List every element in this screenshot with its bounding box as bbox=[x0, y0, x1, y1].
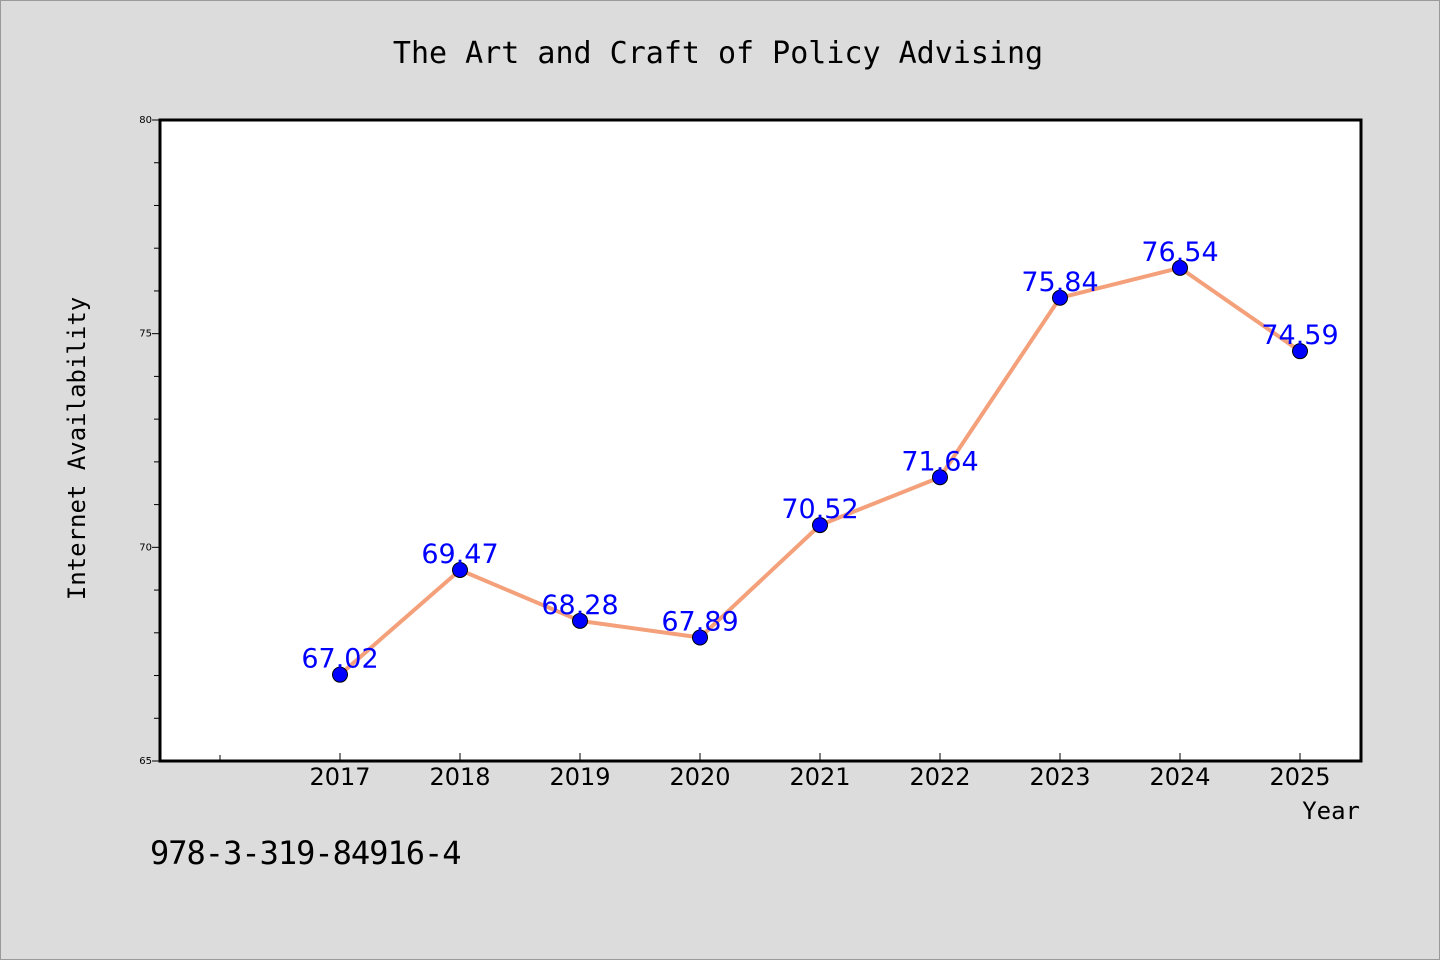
data-label: 75.84 bbox=[1021, 267, 1098, 298]
data-label: 71.64 bbox=[901, 446, 978, 477]
x-tick-label: 2022 bbox=[909, 763, 970, 791]
isbn-text: 978-3-319-84916-4 bbox=[150, 834, 462, 872]
data-point-marker bbox=[932, 469, 948, 486]
data-label: 67.89 bbox=[661, 607, 738, 638]
plot-area bbox=[158, 118, 1363, 763]
x-tick-label: 2024 bbox=[1149, 763, 1210, 791]
chart-title: The Art and Craft of Policy Advising bbox=[393, 36, 1043, 71]
y-axis-title: Internet Availability bbox=[63, 297, 91, 600]
x-tick-label: 2025 bbox=[1269, 763, 1330, 791]
data-point-marker bbox=[692, 629, 708, 646]
data-point-marker bbox=[332, 666, 348, 683]
data-point-marker bbox=[1172, 259, 1188, 276]
x-axis-title: Year bbox=[1302, 797, 1360, 825]
data-label: 76.54 bbox=[1141, 237, 1218, 268]
data-label: 69.47 bbox=[421, 539, 498, 570]
x-tick-label: 2023 bbox=[1029, 763, 1090, 791]
data-label: 74.59 bbox=[1261, 320, 1338, 351]
data-label: 68.28 bbox=[541, 590, 618, 621]
x-tick-label: 2019 bbox=[549, 763, 610, 791]
x-tick-label: 2018 bbox=[429, 763, 490, 791]
y-tick-label: 65 bbox=[139, 756, 152, 767]
y-tick-label: 75 bbox=[139, 329, 152, 340]
series-layer bbox=[332, 259, 1308, 683]
data-point-marker bbox=[812, 517, 828, 534]
data-point-marker bbox=[1052, 289, 1068, 306]
y-tick-label: 80 bbox=[139, 115, 152, 126]
x-axis: 2017 2018 2019 2020 2021 2022 2023 2024 2025 bbox=[219, 753, 1331, 791]
x-tick-label: 2020 bbox=[669, 763, 730, 791]
data-point-marker bbox=[572, 612, 588, 629]
data-labels: 67.02 69.47 68.28 67.89 70.52 71.64 75.84 76.54… bbox=[301, 237, 1338, 675]
y-axis: 65 70 75 80 bbox=[139, 115, 160, 767]
data-point-marker bbox=[452, 561, 468, 578]
data-point-marker bbox=[1292, 343, 1308, 360]
x-tick-label: 2017 bbox=[309, 763, 370, 791]
y-tick-label: 70 bbox=[139, 542, 152, 553]
x-tick-label: 2021 bbox=[789, 763, 850, 791]
data-label: 67.02 bbox=[301, 644, 378, 675]
data-label: 70.52 bbox=[781, 494, 858, 525]
